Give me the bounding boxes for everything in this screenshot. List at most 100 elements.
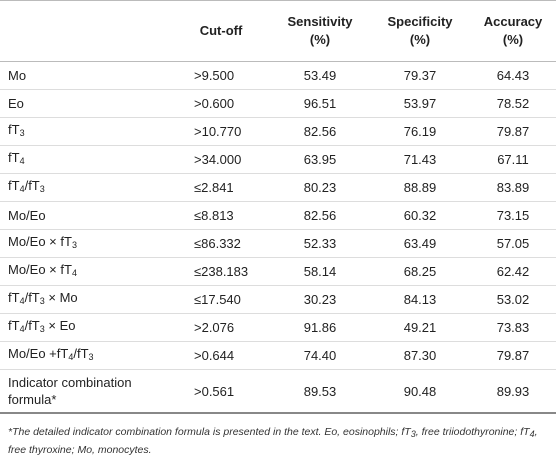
text-run: fT — [8, 122, 20, 137]
text-run: Indicator combination formula* — [8, 375, 132, 407]
value-cell: 82.56 — [270, 117, 370, 146]
subscript: 4 — [19, 184, 25, 194]
table-row: fT4/fT3 ≤2.841 80.23 88.89 83.89 — [0, 173, 556, 202]
text-run: Mo/Eo +fT — [8, 346, 69, 361]
text-run: Mo — [8, 68, 27, 83]
text-run: fT — [8, 290, 20, 305]
value-cell: 53.02 — [470, 285, 556, 314]
subscript: 3 — [19, 128, 25, 138]
value-cell: 71.43 — [370, 145, 470, 174]
text-run: /fT — [24, 178, 40, 193]
row-label: Mo/Eo — [0, 201, 172, 230]
value-cell: 89.93 — [470, 369, 556, 414]
value-cell: 79.87 — [470, 117, 556, 146]
value-cell: 89.53 — [270, 369, 370, 414]
header-text: (%) — [502, 32, 524, 47]
text-run: fT — [8, 178, 20, 193]
value-cell: 60.32 — [370, 201, 470, 230]
value-cell: 87.30 — [370, 341, 470, 370]
header-text: Cut-off — [199, 23, 243, 38]
value-cell: 84.13 — [370, 285, 470, 314]
header-text: (%) — [309, 32, 331, 47]
value-cell: 79.37 — [370, 61, 470, 90]
footnote: *The detailed indicator combination form… — [0, 414, 556, 458]
subscript: 3 — [410, 429, 416, 439]
table-body: Mo >9.500 53.49 79.37 64.43 Eo >0.600 96.51 53.9… — [0, 61, 556, 414]
subscript: 3 — [88, 352, 94, 362]
value-cell: 91.86 — [270, 313, 370, 342]
table-row: fT3 >10.770 82.56 76.19 79.87 — [0, 117, 556, 146]
value-cell: 63.49 — [370, 229, 470, 258]
table-row: Indicator combination formula* >0.561 89.5… — [0, 369, 556, 414]
header-cell: Accuracy (%) — [470, 0, 556, 62]
cutoff-cell: >0.600 — [172, 89, 270, 118]
table-row: Eo >0.600 96.51 53.97 78.52 — [0, 89, 556, 118]
table-row: Mo >9.500 53.49 79.37 64.43 — [0, 61, 556, 90]
table-row: fT4/fT3 × Mo ≤17.540 30.23 84.13 53.02 — [0, 285, 556, 314]
header-text: Specificity — [387, 14, 453, 29]
row-label: Mo — [0, 61, 172, 90]
value-cell: 57.05 — [470, 229, 556, 258]
subscript: 3 — [39, 184, 45, 194]
text-run: Mo/Eo — [8, 208, 46, 223]
cutoff-cell: >0.644 — [172, 341, 270, 370]
row-label: Mo/Eo × fT4 — [0, 257, 172, 286]
cutoff-cell: >0.561 — [172, 369, 270, 414]
text-run: Mo/Eo × fT — [8, 234, 72, 249]
text-run: Eo — [8, 96, 24, 111]
cutoff-cell: ≤2.841 — [172, 173, 270, 202]
subscript: 4 — [71, 268, 77, 278]
row-label: Mo/Eo × fT3 — [0, 229, 172, 258]
text-run: , free triiodothyronine; fT — [415, 426, 530, 438]
value-cell: 63.95 — [270, 145, 370, 174]
header-text: (%) — [409, 32, 431, 47]
table-row: fT4/fT3 × Eo >2.076 91.86 49.21 73.83 — [0, 313, 556, 342]
row-label: fT4/fT3 × Eo — [0, 313, 172, 342]
header-text: Sensitivity — [287, 14, 353, 29]
row-label: Mo/Eo +fT4/fT3 — [0, 341, 172, 370]
value-cell: 96.51 — [270, 89, 370, 118]
text-run: fT — [8, 150, 20, 165]
value-cell: 30.23 — [270, 285, 370, 314]
cutoff-cell: ≤86.332 — [172, 229, 270, 258]
value-cell: 73.83 — [470, 313, 556, 342]
subscript: 3 — [39, 324, 45, 334]
data-table: Cut-off Sensitivity (%) Specificity (%) Accur… — [0, 0, 556, 414]
subscript: 4 — [68, 352, 74, 362]
value-cell: 83.89 — [470, 173, 556, 202]
table-row: Mo/Eo × fT3 ≤86.332 52.33 63.49 57.05 — [0, 229, 556, 258]
cutoff-cell: ≤17.540 — [172, 285, 270, 314]
header-text: Accuracy — [483, 14, 543, 29]
table-header: Cut-off Sensitivity (%) Specificity (%) Accur… — [0, 0, 556, 62]
cutoff-cell: >9.500 — [172, 61, 270, 90]
value-cell: 58.14 — [270, 257, 370, 286]
text-run: /fT — [24, 318, 40, 333]
value-cell: 80.23 — [270, 173, 370, 202]
value-cell: 82.56 — [270, 201, 370, 230]
value-cell: 67.11 — [470, 145, 556, 174]
value-cell: 64.43 — [470, 61, 556, 90]
cutoff-cell: >34.000 — [172, 145, 270, 174]
cutoff-cell: ≤238.183 — [172, 257, 270, 286]
cutoff-cell: >2.076 — [172, 313, 270, 342]
text-run: /fT — [73, 346, 89, 361]
text-run: × Eo — [44, 318, 76, 333]
row-label: fT4/fT3 × Mo — [0, 285, 172, 314]
value-cell: 88.89 — [370, 173, 470, 202]
header-cell — [0, 0, 172, 62]
value-cell: 53.49 — [270, 61, 370, 90]
text-run: × Mo — [44, 290, 78, 305]
value-cell: 74.40 — [270, 341, 370, 370]
row-label: Indicator combination formula* — [0, 369, 172, 414]
cutoff-cell: ≤8.813 — [172, 201, 270, 230]
value-cell: 52.33 — [270, 229, 370, 258]
row-label: Eo — [0, 89, 172, 118]
cutoff-cell: >10.770 — [172, 117, 270, 146]
subscript: 4 — [19, 156, 25, 166]
table-row: Mo/Eo +fT4/fT3 >0.644 74.40 87.30 79.87 — [0, 341, 556, 370]
text-run: Mo/Eo × fT — [8, 262, 72, 277]
header-cell: Specificity (%) — [370, 0, 470, 62]
table-row: Mo/Eo ≤8.813 82.56 60.32 73.15 — [0, 201, 556, 230]
row-label: fT4/fT3 — [0, 173, 172, 202]
